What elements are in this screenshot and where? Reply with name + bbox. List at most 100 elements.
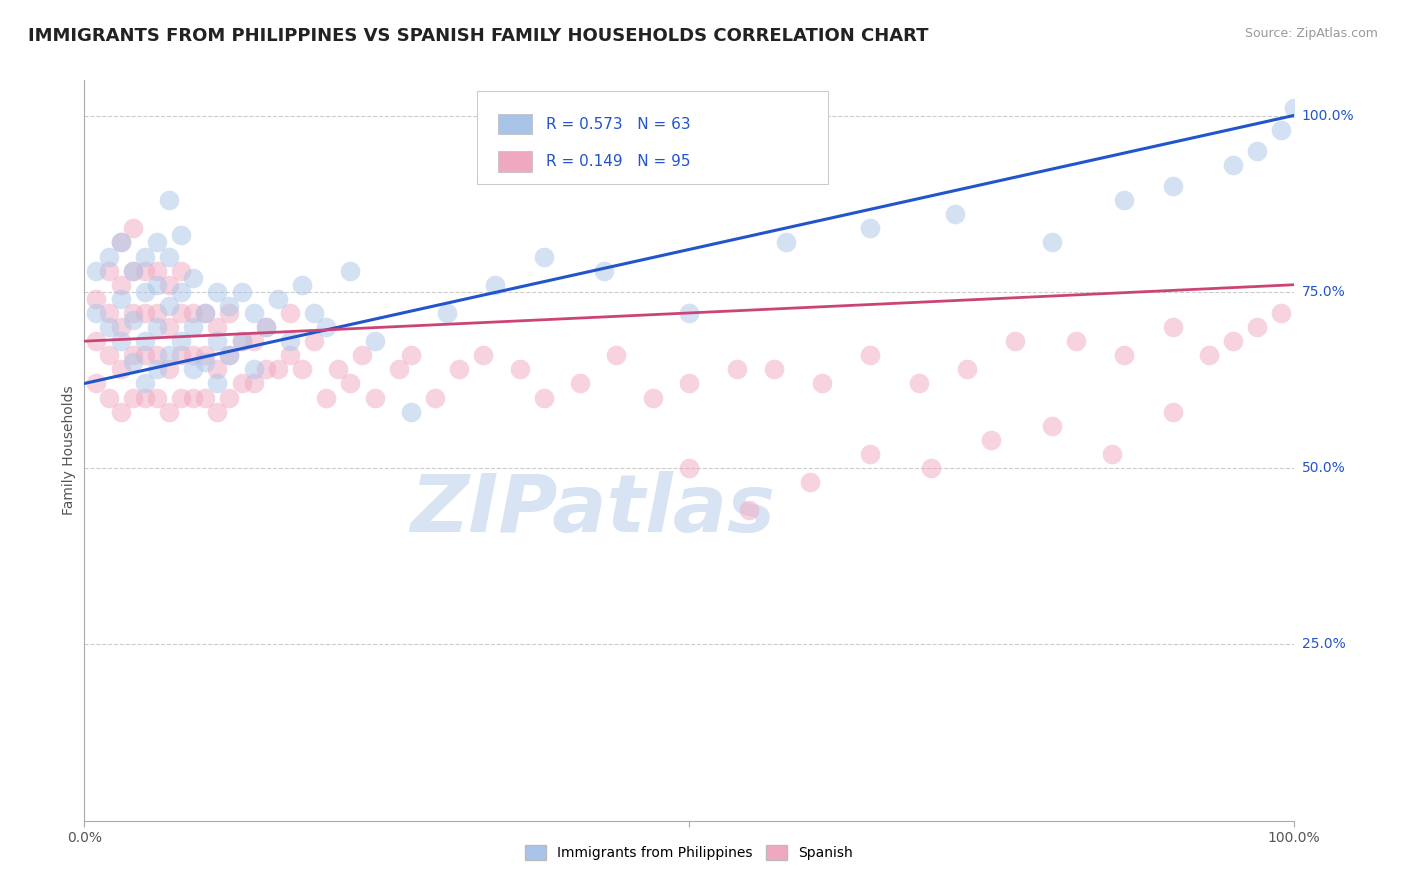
- Point: [799, 475, 821, 490]
- Point: [170, 263, 193, 277]
- Point: [678, 461, 700, 475]
- Point: [218, 306, 240, 320]
- Point: [315, 320, 337, 334]
- Point: [363, 334, 385, 348]
- Point: [678, 306, 700, 320]
- Point: [291, 362, 314, 376]
- Text: R = 0.149   N = 95: R = 0.149 N = 95: [547, 154, 690, 169]
- Point: [363, 391, 385, 405]
- Point: [339, 263, 361, 277]
- Point: [121, 263, 143, 277]
- Point: [86, 292, 108, 306]
- Point: [194, 306, 217, 320]
- Point: [605, 348, 627, 362]
- Point: [509, 362, 531, 376]
- Point: [1198, 348, 1220, 362]
- Point: [218, 299, 240, 313]
- Point: [110, 292, 132, 306]
- Point: [1282, 102, 1305, 116]
- Point: [811, 376, 834, 391]
- Point: [207, 405, 229, 419]
- Point: [1161, 405, 1184, 419]
- Point: [146, 362, 169, 376]
- Point: [134, 334, 156, 348]
- Point: [194, 391, 217, 405]
- Point: [267, 292, 290, 306]
- Point: [533, 250, 555, 264]
- Point: [339, 376, 361, 391]
- Point: [231, 285, 253, 299]
- Point: [170, 348, 193, 362]
- Point: [110, 334, 132, 348]
- Legend: Immigrants from Philippines, Spanish: Immigrants from Philippines, Spanish: [519, 839, 859, 865]
- Point: [134, 376, 156, 391]
- Point: [231, 376, 253, 391]
- Point: [980, 433, 1002, 447]
- Point: [1040, 418, 1063, 433]
- Point: [1270, 306, 1292, 320]
- Point: [157, 320, 180, 334]
- Point: [121, 391, 143, 405]
- Point: [170, 334, 193, 348]
- Point: [181, 270, 204, 285]
- Point: [181, 362, 204, 376]
- Point: [207, 320, 229, 334]
- Point: [110, 235, 132, 250]
- Point: [907, 376, 929, 391]
- Point: [97, 320, 120, 334]
- Point: [725, 362, 748, 376]
- Point: [352, 348, 374, 362]
- Point: [110, 277, 132, 292]
- Point: [146, 263, 169, 277]
- Point: [207, 334, 229, 348]
- Point: [97, 306, 120, 320]
- Point: [97, 250, 120, 264]
- Y-axis label: Family Households: Family Households: [62, 385, 76, 516]
- Point: [1004, 334, 1026, 348]
- Text: ZIPatlas: ZIPatlas: [409, 471, 775, 549]
- FancyBboxPatch shape: [498, 151, 531, 172]
- Point: [157, 299, 180, 313]
- Point: [920, 461, 942, 475]
- Point: [278, 306, 301, 320]
- Point: [242, 362, 264, 376]
- Point: [775, 235, 797, 250]
- Point: [943, 207, 966, 221]
- Point: [86, 263, 108, 277]
- Point: [1114, 348, 1136, 362]
- Point: [170, 228, 193, 243]
- Point: [302, 334, 325, 348]
- Point: [86, 376, 108, 391]
- Point: [278, 348, 301, 362]
- Point: [859, 447, 882, 461]
- Point: [121, 306, 143, 320]
- Point: [678, 376, 700, 391]
- Point: [134, 250, 156, 264]
- Point: [194, 306, 217, 320]
- Text: 50.0%: 50.0%: [1302, 461, 1346, 475]
- Point: [315, 391, 337, 405]
- Point: [146, 320, 169, 334]
- Point: [231, 334, 253, 348]
- Point: [146, 348, 169, 362]
- Point: [569, 376, 592, 391]
- Point: [110, 235, 132, 250]
- Point: [170, 306, 193, 320]
- Point: [302, 306, 325, 320]
- Point: [86, 334, 108, 348]
- Point: [170, 285, 193, 299]
- Point: [207, 376, 229, 391]
- Point: [399, 405, 422, 419]
- Point: [278, 334, 301, 348]
- Point: [254, 362, 277, 376]
- Point: [146, 277, 169, 292]
- Point: [328, 362, 350, 376]
- Point: [157, 277, 180, 292]
- Point: [1222, 158, 1244, 172]
- Point: [121, 221, 143, 235]
- Point: [593, 263, 616, 277]
- Point: [207, 362, 229, 376]
- Point: [859, 221, 882, 235]
- Point: [472, 348, 495, 362]
- Point: [157, 348, 180, 362]
